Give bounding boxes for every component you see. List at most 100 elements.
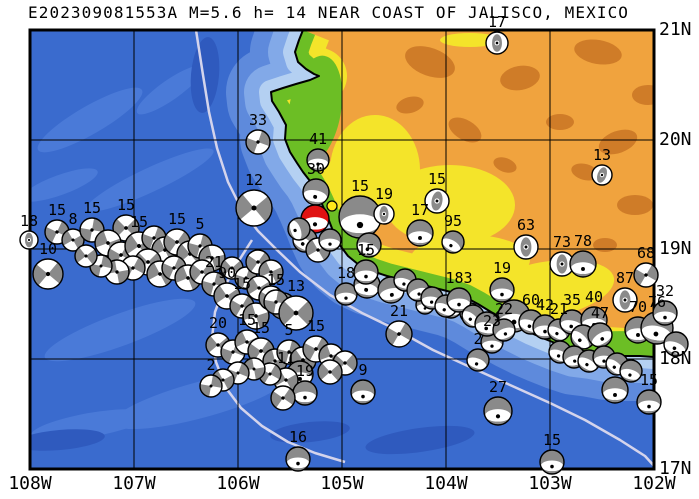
beachball-label: 11 [277, 349, 295, 367]
beachball-label: 15 [351, 177, 369, 195]
beachball [663, 331, 689, 360]
beachball [483, 396, 513, 426]
beachball [235, 189, 273, 227]
beachball [489, 277, 515, 303]
beachball-label: 10 [39, 240, 57, 258]
beachball [539, 449, 565, 475]
latitude-label: 21N [659, 19, 692, 41]
beachball-label: 5 [284, 321, 293, 339]
beachball [350, 379, 376, 405]
beachball-label: 12 [245, 171, 263, 189]
longitude-label: 107W [112, 473, 156, 494]
page-title: E202309081553A M=5.6 h= 14 NEAR COAST OF… [28, 3, 630, 22]
highland-patch [574, 39, 622, 65]
beachball [278, 295, 314, 331]
beachball-label: 35 [563, 291, 581, 309]
beachball-label: 21 [205, 253, 223, 271]
beachball-label: 17 [411, 201, 429, 219]
beachball [19, 230, 39, 250]
longitude-label: 103W [528, 473, 572, 494]
beachball-label: 13 [593, 146, 611, 164]
longitude-label: 108W [8, 473, 52, 494]
beachball [242, 302, 270, 330]
latitude-label: 17N [659, 458, 692, 480]
beachball-label: 15 [83, 199, 101, 217]
beachball-label: 95 [444, 212, 462, 230]
beachball [353, 259, 379, 285]
beachball [270, 385, 296, 411]
beachball-label: 16 [289, 428, 307, 446]
beachball-label: 40 [585, 288, 603, 306]
beachball-label: 8 [68, 210, 77, 228]
elevation-patch-yellow [410, 235, 530, 285]
latitude-label: 20N [659, 129, 692, 151]
beachball-label: 33 [249, 111, 267, 129]
ocean-streak [365, 425, 475, 455]
beachball-label: 9 [358, 361, 367, 379]
ocean-streak [44, 298, 196, 362]
beachball [334, 282, 358, 306]
beachball [32, 258, 64, 290]
highland-patch [593, 238, 617, 252]
longitude-label: 106W [216, 473, 260, 494]
beachball-label: 15 [543, 431, 561, 449]
beachball [74, 244, 98, 268]
beachball-label: 78 [574, 232, 592, 250]
beachball [285, 217, 311, 241]
highland-patch [396, 96, 424, 114]
beachball [492, 318, 516, 344]
beachball-label: 183 [445, 269, 472, 287]
beachball [612, 287, 638, 313]
beachball [317, 359, 343, 385]
ocean-streak [112, 370, 288, 430]
beachball-layer [19, 31, 689, 475]
highland-patch [500, 65, 540, 91]
beachball-label: 21 [390, 302, 408, 320]
latitude-label: 19N [659, 238, 692, 260]
beachball-label: 21 [550, 300, 568, 318]
beachball-label: 15 [357, 241, 375, 259]
beachball-label: 87 [616, 269, 634, 287]
ocean-streak [270, 421, 350, 443]
beachball [245, 129, 271, 155]
ocean-streak [136, 65, 204, 115]
beachball-label: 15 [640, 371, 658, 389]
beachball-label: 19 [296, 362, 314, 380]
ocean-streak [30, 168, 98, 202]
highland-patch [405, 46, 455, 78]
latitude-label: 18N [659, 348, 692, 370]
beachball-label: 15 [428, 170, 446, 188]
highland-patch [632, 85, 654, 105]
longitude-label: 102W [632, 473, 676, 494]
beachball-label: 22 [495, 300, 513, 318]
beachball-label: 2 [206, 356, 215, 374]
beachball-label: 42 [536, 296, 554, 314]
elevation-patch-yellow [440, 33, 500, 47]
beachball-label: 27 [489, 378, 507, 396]
beachball-label: 41 [309, 130, 327, 148]
highland-patch [617, 195, 653, 215]
beachball-label: 15 [233, 275, 251, 293]
beachball [292, 380, 318, 406]
beachball-label: 19 [375, 185, 393, 203]
beachball [318, 228, 342, 252]
beachball-label: 47 [591, 304, 609, 322]
beachball-label: 15 [238, 311, 256, 329]
beachball [424, 188, 450, 214]
beachball-label: 73 [553, 233, 571, 251]
beachball [306, 148, 330, 172]
beachball [285, 446, 311, 472]
beachball [569, 250, 597, 278]
beachball [591, 164, 613, 186]
beachball-label: 30 [307, 160, 325, 178]
beachball-label: 15 [48, 201, 66, 219]
beachball-label: 15 [307, 317, 325, 335]
beachball-label: 76 [648, 293, 666, 311]
ocean-streak [190, 37, 220, 113]
beachball-label: 18 [337, 264, 355, 282]
beachball [485, 31, 509, 55]
